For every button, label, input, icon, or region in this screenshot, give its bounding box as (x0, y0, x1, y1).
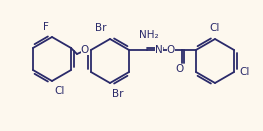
Text: Br: Br (95, 23, 107, 33)
Text: O: O (81, 45, 89, 55)
Text: Br: Br (112, 89, 124, 99)
Text: Cl: Cl (210, 23, 220, 33)
Text: Cl: Cl (54, 86, 64, 96)
Text: F: F (43, 22, 49, 32)
Text: NH₂: NH₂ (139, 30, 159, 40)
Text: O: O (176, 64, 184, 74)
Text: O: O (167, 45, 175, 55)
Text: N: N (155, 45, 163, 55)
Text: Cl: Cl (239, 67, 249, 77)
